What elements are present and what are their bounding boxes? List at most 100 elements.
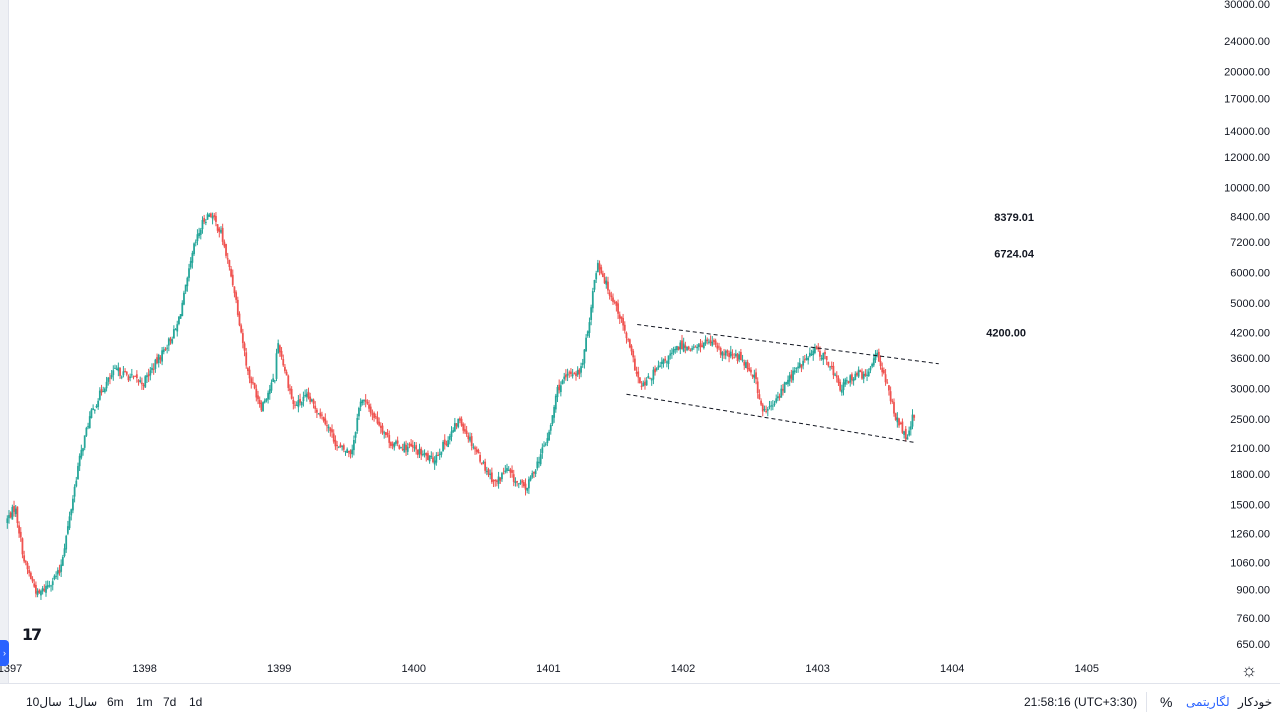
candle-body — [462, 424, 465, 431]
timeframe-1y-button[interactable]: 1سال — [68, 695, 98, 709]
candle-body — [270, 382, 273, 391]
gear-icon[interactable]: ☼ — [1240, 660, 1258, 680]
candle-body — [738, 354, 741, 360]
candle-body — [849, 375, 852, 383]
candle-body — [908, 430, 911, 436]
price-tick-label: 12000.00 — [1224, 152, 1270, 164]
time-scale[interactable] — [8, 656, 1214, 682]
price-scale[interactable] — [1214, 0, 1280, 683]
candle-body — [309, 396, 312, 402]
price-annotations: 8379.01 6724.04 4200.00 — [986, 212, 1035, 339]
candle-body — [618, 314, 621, 319]
candle-body — [898, 418, 900, 426]
candle-body — [538, 461, 540, 463]
candle-body — [332, 433, 335, 442]
candle-body — [154, 359, 157, 369]
timeframe-10y-button[interactable]: 10سال — [26, 695, 62, 709]
candle-body — [11, 506, 14, 520]
candle-body — [208, 214, 211, 217]
price-tick-label: 1060.00 — [1230, 557, 1270, 569]
candle-body — [164, 348, 167, 351]
candle-body — [110, 375, 113, 378]
candle-body — [378, 421, 381, 426]
candle-body — [125, 371, 128, 375]
candle-body — [829, 366, 831, 368]
candle-body — [58, 569, 61, 574]
candle-body — [83, 435, 86, 448]
candle-body — [512, 474, 515, 482]
candle-body — [178, 316, 180, 324]
candle-body — [8, 515, 10, 519]
timeframe-7d-button[interactable]: 7d — [163, 695, 177, 709]
timeframe-1d-button[interactable]: 1d — [189, 695, 203, 709]
candle-body — [149, 370, 152, 376]
candle-body — [911, 414, 914, 427]
candle-body — [718, 346, 720, 348]
candle-body — [689, 349, 692, 352]
candle-body — [797, 366, 799, 369]
candle-body — [677, 346, 680, 350]
percent-scale-button[interactable]: % — [1160, 694, 1173, 710]
candle-body — [193, 243, 195, 254]
candle-body — [517, 483, 520, 485]
candle-body — [746, 361, 749, 370]
candle-body — [285, 371, 288, 376]
log-scale-button[interactable]: لگاریتمی — [1186, 695, 1230, 709]
candle-body — [331, 429, 333, 433]
candle-body — [130, 374, 133, 376]
candle-body — [499, 477, 502, 481]
candle-body — [166, 347, 169, 349]
candle-body — [628, 339, 631, 348]
candle-body — [290, 388, 293, 399]
candle-body — [543, 445, 545, 447]
candle-body — [77, 466, 79, 480]
candle-body — [893, 402, 895, 414]
candle-body — [368, 404, 370, 409]
price-tick-label: 900.00 — [1236, 585, 1270, 597]
candle-body — [548, 431, 550, 441]
candle-body — [857, 369, 860, 377]
candle-body — [361, 399, 364, 403]
candle-body — [379, 425, 382, 428]
candle-body — [203, 218, 206, 222]
candle-body — [447, 440, 450, 447]
candle-body — [711, 341, 714, 346]
trend-channel[interactable] — [626, 324, 939, 444]
candle-body — [21, 538, 24, 555]
candle-body — [132, 376, 135, 378]
candle-body — [146, 375, 148, 378]
candle-body — [339, 444, 342, 448]
candle-body — [773, 403, 776, 405]
candle-body — [416, 449, 419, 455]
clock-readout[interactable]: 21:58:16 (UTC+3:30) — [1024, 695, 1138, 709]
candle-body — [245, 352, 248, 366]
timeframe-6m-button[interactable]: 6m — [107, 695, 124, 709]
candle-body — [374, 416, 377, 418]
candle-body — [433, 460, 436, 465]
candle-body — [716, 345, 719, 349]
candle-body — [226, 258, 229, 260]
expand-panel-button[interactable]: › — [0, 640, 9, 666]
candle-body — [302, 396, 305, 402]
price-tick-label: 8400.00 — [1230, 211, 1270, 223]
candle-body — [284, 366, 286, 372]
candle-body — [304, 394, 307, 397]
candle-body — [874, 354, 877, 361]
candle-body — [775, 398, 778, 403]
candle-body — [36, 590, 39, 595]
timeframe-1m-button[interactable]: 1m — [136, 695, 153, 709]
candle-body — [696, 346, 699, 349]
tradingview-logo[interactable]: 17 — [21, 625, 42, 644]
auto-scale-button[interactable]: خودکار — [1238, 695, 1273, 709]
candle-body — [472, 446, 475, 448]
candle-body — [484, 461, 487, 471]
candle-body — [564, 374, 567, 378]
price-tick-label: 24000.00 — [1224, 36, 1270, 48]
candle-body — [191, 252, 194, 263]
candle-body — [909, 426, 912, 430]
candle-body — [262, 402, 264, 412]
candle-body — [903, 431, 905, 435]
candle-body — [82, 448, 84, 452]
candle-body — [135, 374, 138, 379]
chart-pane[interactable]: 8379.01 6724.04 4200.00 30000.00 24000.00 20… — [0, 0, 1280, 683]
